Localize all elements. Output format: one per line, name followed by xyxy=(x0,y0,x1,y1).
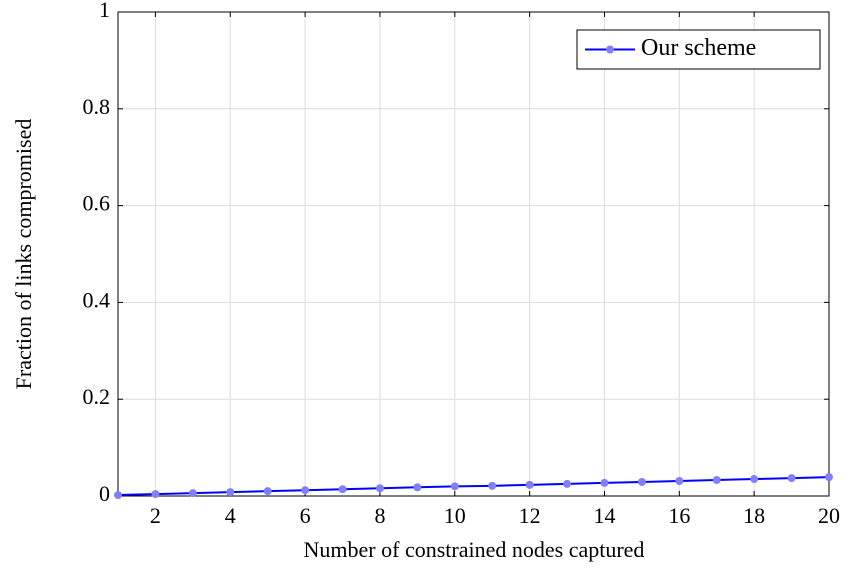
x-tick-label: 14 xyxy=(593,503,615,528)
point xyxy=(338,485,347,494)
point xyxy=(301,486,310,495)
y-tick-label: 1 xyxy=(99,0,110,22)
x-tick-label: 8 xyxy=(374,503,385,528)
point xyxy=(450,482,459,491)
point xyxy=(188,489,197,498)
point xyxy=(750,475,759,484)
point xyxy=(114,491,122,500)
point xyxy=(263,487,272,496)
point xyxy=(563,479,572,488)
point xyxy=(600,478,609,487)
x-axis-label: Number of constrained nodes captured xyxy=(304,537,645,562)
y-tick-label: 0.4 xyxy=(83,287,111,312)
point xyxy=(637,477,646,486)
y-tick-label: 0.8 xyxy=(83,94,111,119)
point xyxy=(151,490,160,499)
x-tick-label: 16 xyxy=(668,503,690,528)
point xyxy=(413,483,422,492)
point xyxy=(825,473,833,482)
point xyxy=(226,488,235,497)
point xyxy=(787,474,796,483)
x-tick-label: 10 xyxy=(444,503,466,528)
plot-frame xyxy=(117,11,830,497)
point xyxy=(525,480,534,489)
point xyxy=(375,484,384,493)
legend-label: Our scheme xyxy=(641,35,756,61)
y-axis-label: Fraction of links compromised xyxy=(11,119,36,390)
legend-marker xyxy=(606,45,614,54)
x-tick-label: 6 xyxy=(300,503,311,528)
y-tick-label: 0 xyxy=(99,481,110,506)
point xyxy=(488,481,497,490)
y-tick-label: 0.6 xyxy=(83,191,111,216)
series-line xyxy=(117,476,830,497)
x-tick-label: 12 xyxy=(519,503,541,528)
x-tick-label: 2 xyxy=(150,503,161,528)
y-tick-label: 0.2 xyxy=(83,384,111,409)
x-tick-label: 20 xyxy=(818,503,840,528)
x-tick-label: 18 xyxy=(743,503,765,528)
point xyxy=(712,476,721,485)
x-tick-label: 4 xyxy=(225,503,236,528)
point xyxy=(675,476,684,485)
